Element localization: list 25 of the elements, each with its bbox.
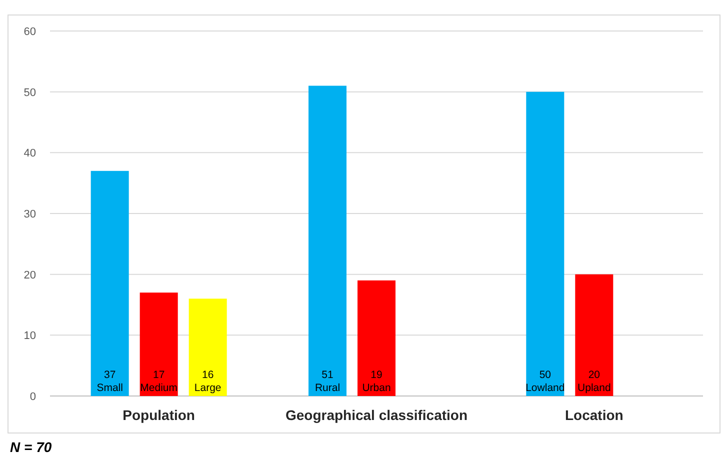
y-tick-label: 30 xyxy=(24,208,36,220)
bar xyxy=(140,292,178,396)
data-label: 20 Upland xyxy=(578,369,611,394)
text: N = 70 xyxy=(10,439,52,455)
bar xyxy=(90,170,129,396)
y-tick-label: 50 xyxy=(24,86,36,99)
y-tick-label: 20 xyxy=(24,269,36,282)
data-label: 51 Rural xyxy=(314,369,340,394)
x-tick-label: Location xyxy=(564,407,624,423)
data-label: 16 Large xyxy=(194,369,222,394)
bar xyxy=(575,274,614,396)
y-tick-label: 10 xyxy=(24,330,36,342)
data-label: 50 Lowland xyxy=(526,369,565,394)
data-label: 19 Urban xyxy=(362,369,391,394)
bar xyxy=(358,280,396,396)
x-tick-label: Population xyxy=(122,407,195,423)
data-label: 17 Medium xyxy=(140,369,178,394)
bar xyxy=(188,298,227,396)
y-tick-label: 0 xyxy=(30,391,36,403)
bar xyxy=(526,92,564,396)
y-tick-label: 60 xyxy=(24,26,36,38)
bar xyxy=(308,86,346,396)
y-tick-label: 40 xyxy=(24,148,36,160)
x-tick-label: Geographical classification xyxy=(285,407,468,423)
data-label: 37 Small xyxy=(96,369,123,394)
